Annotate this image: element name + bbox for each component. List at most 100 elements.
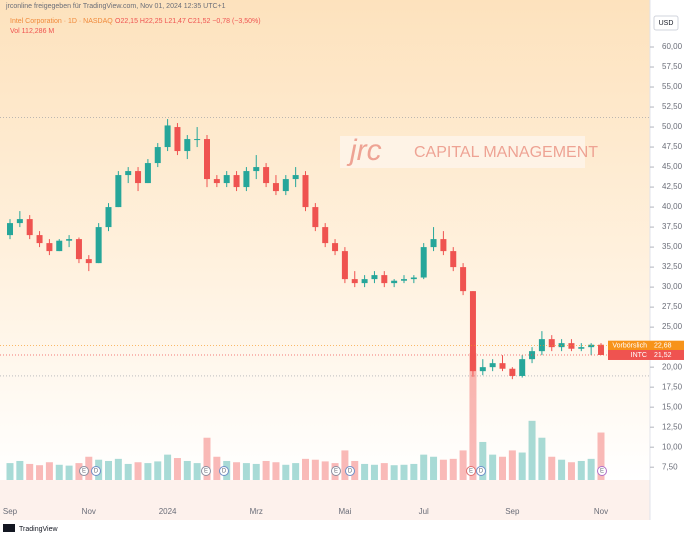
volume-bar <box>55 464 63 480</box>
volume-bar <box>26 463 34 480</box>
watermark-box <box>340 136 585 168</box>
event-icon[interactable] <box>345 466 355 476</box>
currency[interactable]: USD <box>659 20 674 27</box>
candle-body <box>125 171 132 176</box>
event-icon[interactable] <box>219 466 229 476</box>
volume-bar <box>252 463 260 480</box>
y-tick-label: 55,00 <box>662 82 683 91</box>
x-tick-label: Nov <box>82 507 96 516</box>
volume-bar <box>420 454 428 480</box>
candle-body <box>174 127 181 152</box>
price-tag-name-bg <box>608 340 650 351</box>
candle-body <box>361 279 368 284</box>
x-tick-label: Sep <box>505 507 520 516</box>
volume-bar <box>75 463 83 480</box>
event-icon[interactable] <box>331 466 341 476</box>
event-label[interactable]: E <box>204 469 208 475</box>
volume-bar <box>597 432 605 480</box>
volume-bar <box>508 450 516 480</box>
time-axis-band <box>0 480 650 520</box>
event-label[interactable]: E <box>600 469 604 475</box>
candle-body <box>410 277 417 280</box>
volume-bar <box>164 454 172 480</box>
watermark-logo: jrc <box>346 134 382 167</box>
volume-bar <box>124 463 132 480</box>
candle-body <box>36 235 43 244</box>
y-tick-label: 57,50 <box>662 62 683 71</box>
event-icon[interactable] <box>476 466 486 476</box>
candle-body <box>7 223 13 236</box>
volume-bar <box>449 458 457 480</box>
y-tick-label: 60,00 <box>662 42 683 51</box>
candle-body <box>529 351 536 360</box>
event-icon[interactable] <box>91 466 101 476</box>
plot-area <box>0 117 650 480</box>
candle-body <box>272 183 279 192</box>
candle-body <box>391 280 398 284</box>
volume-bar <box>173 458 181 480</box>
candle-body <box>489 363 496 368</box>
legend-title: Intel Corporation · 1D · NASDAQ <box>10 18 113 25</box>
event-label[interactable]: D <box>222 469 227 475</box>
currency-box[interactable] <box>653 15 679 31</box>
volume-bar <box>65 465 73 480</box>
event-label[interactable]: E <box>469 469 473 475</box>
candle-body <box>263 167 270 184</box>
candle-body <box>351 279 358 284</box>
volume-bar <box>292 463 300 480</box>
y-tick-label: 12,50 <box>662 422 683 431</box>
event-label[interactable]: D <box>348 469 353 475</box>
event-label[interactable]: D <box>479 469 484 475</box>
y-tick-label: 37,50 <box>662 222 683 231</box>
event-label[interactable]: E <box>82 469 86 475</box>
candle-body <box>420 247 427 278</box>
candle-body <box>154 147 161 164</box>
volume-bar <box>361 463 369 480</box>
candle-body <box>302 175 309 208</box>
volume-bar <box>479 441 487 480</box>
price-tag-name: Vorbörslich <box>612 343 647 350</box>
volume-bar <box>390 465 398 480</box>
footer-logo <box>3 524 15 532</box>
price-tag-bg <box>650 349 684 360</box>
event-icon[interactable] <box>201 466 211 476</box>
event-icon[interactable] <box>597 466 607 476</box>
x-tick-label: 2024 <box>159 507 177 516</box>
volume-bar <box>558 459 566 480</box>
candle-body <box>26 219 33 236</box>
x-tick-label: Mai <box>338 507 351 516</box>
y-tick-label: 40,00 <box>662 202 683 211</box>
candle-body <box>253 167 260 172</box>
volume-bar <box>134 462 142 480</box>
event-icon[interactable] <box>79 466 89 476</box>
event-icon[interactable] <box>466 466 476 476</box>
candle-body <box>568 343 575 349</box>
y-tick-label: 45,00 <box>662 162 683 171</box>
candle-body <box>223 175 230 184</box>
volume-bar <box>85 456 93 480</box>
watermark: jrc CAPITAL MANAGEMENT <box>340 134 598 168</box>
candle-body <box>509 368 516 376</box>
volume-bar <box>16 460 24 480</box>
candle-body <box>322 227 329 244</box>
volume-bar <box>518 452 526 480</box>
y-tick-label: 25,00 <box>662 322 683 331</box>
candle-body <box>292 175 299 180</box>
candle-body <box>341 251 348 280</box>
volume-bar <box>203 437 211 480</box>
candle-body <box>16 219 23 224</box>
candle-body <box>469 291 476 372</box>
candle-body <box>135 171 142 184</box>
volume-bar <box>410 463 418 480</box>
candle-body <box>401 279 407 281</box>
volume-bar <box>311 459 319 480</box>
y-tick-label: 15,00 <box>662 402 683 411</box>
candle-body <box>164 125 171 148</box>
event-label[interactable]: E <box>334 469 338 475</box>
event-label[interactable]: D <box>94 469 99 475</box>
candle-body <box>578 347 585 349</box>
price-tag-label: 22,68 <box>654 343 672 350</box>
x-tick-label: Jul <box>419 507 429 516</box>
legend-values: O22,15 H22,25 L21,47 C21,52 −0,78 (−3,50… <box>115 18 261 25</box>
volume-bar <box>499 456 506 480</box>
